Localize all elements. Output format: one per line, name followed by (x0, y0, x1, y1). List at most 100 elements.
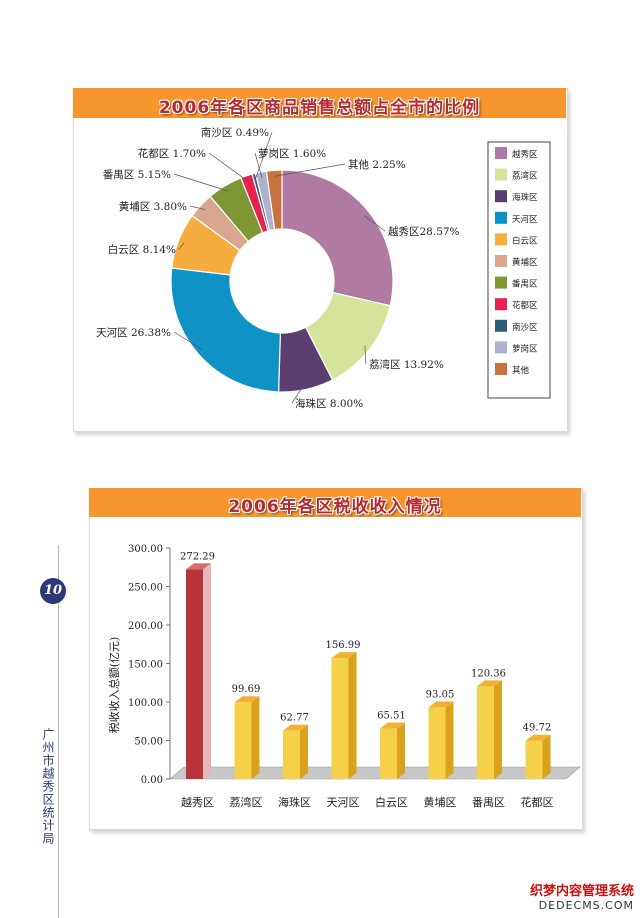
watermark-line-1: 织梦内容管理系统 (529, 884, 634, 899)
pie-legend-label-item-0: 越秀区 (512, 149, 538, 160)
bar-value-label-item-7: 49.72 (523, 723, 552, 734)
bar-item-4 (380, 728, 397, 779)
pie-leader-line (254, 131, 273, 180)
side-rule (58, 545, 59, 918)
pie-legend-label-item-1: 荔湾区 (512, 171, 538, 182)
bar-value-label-item-1: 99.69 (232, 684, 261, 695)
pie-legend-label-item-3: 天河区 (512, 214, 538, 225)
pie-label-item-9: 萝岗区 1.60% (258, 148, 326, 160)
bar-y-tick-label: 150.00 (128, 660, 163, 671)
bar-side-item-5 (445, 701, 454, 779)
pie-slice-item-0 (281, 169, 394, 307)
bar-item-5 (428, 707, 446, 779)
watermark-line-2: DEDECMS.COM (538, 899, 634, 912)
pie-legend-label-item-10: 其他 (512, 365, 530, 376)
pie-legend-swatch-item-6 (495, 276, 507, 289)
pie-label-item-7: 花都区 1.70% (138, 147, 206, 160)
bar-value-label-item-2: 62.77 (280, 713, 309, 724)
pie-legend-swatch-item-7 (495, 298, 507, 311)
pie-legend-label-item-4: 白云区 (512, 235, 538, 246)
bar-labels: 272.29 越秀区 99.69 荔湾区 62.77 海珠区 156.99 天河区 65.51 白… (180, 551, 554, 809)
bar-category-label-item-0: 越秀区 (181, 795, 214, 809)
pie-label-item-8: 南沙区 0.49% (201, 126, 269, 139)
pie-legend-label-item-6: 番禺区 (512, 279, 538, 290)
bar-category-label-item-2: 海珠区 (278, 795, 311, 809)
pie-leader-line (173, 173, 229, 192)
pie-label-item-6: 番禺区 5.15% (103, 169, 171, 181)
pie-leader-line (291, 383, 306, 404)
pie-labels: 越秀区28.57% 荔湾区 13.92% 海珠区 8.00% 天河区 26.38% 白云… (96, 126, 459, 410)
bar-value-label-item-4: 65.51 (377, 711, 406, 722)
bar-side-item-6 (494, 680, 502, 779)
bar-side-item-0 (203, 563, 211, 779)
bar-category-label-item-1: 荔湾区 (230, 795, 263, 809)
pie-label-item-1: 荔湾区 13.92% (369, 358, 444, 371)
pie-slice-item-3 (170, 267, 282, 393)
pie-legend-swatch-item-10 (495, 363, 507, 375)
pie-legend-swatch-item-5 (495, 255, 507, 267)
pie-label-item-10: 其他 2.25% (348, 158, 406, 171)
pie-leader-line (363, 215, 386, 232)
bar-cap-item-4 (380, 722, 405, 729)
bar-chart: 0.0050.00100.00150.00200.00250.00300.00 … (107, 544, 581, 809)
pie-legend-label-item-7: 花都区 (512, 300, 538, 311)
pie-legend-swatch-item-4 (495, 233, 507, 246)
pie-legend-box (487, 141, 551, 399)
bar-y-tick-label: 50.00 (134, 737, 163, 748)
pie-legend-swatch-item-2 (495, 190, 507, 203)
bar-side-item-7 (542, 734, 551, 779)
bar-value-label-item-3: 156.99 (326, 640, 361, 651)
bar-cap-item-2 (283, 724, 308, 731)
bar-category-label-item-7: 花都区 (521, 796, 554, 809)
bar-y-axis-label: 税收收入总额(亿元) (107, 637, 121, 734)
pie-label-item-3: 天河区 26.38% (96, 327, 171, 339)
bar-chart-title: 2006年各区税收收入情况 (228, 497, 442, 517)
pie-leader-line (189, 205, 206, 210)
pie-chart-banner: 2006年各区商品销售总额占全市的比例 (73, 88, 566, 118)
bar-y-tick-label: 300.00 (128, 544, 163, 555)
bar-value-label-item-5: 93.05 (426, 689, 455, 700)
bar-item-2 (283, 730, 300, 779)
bar-cap-item-6 (477, 680, 502, 687)
bar-category-label-item-4: 白云区 (375, 795, 408, 809)
pie-legend-label-item-8: 南沙区 (512, 322, 538, 333)
page-number: 10 (40, 578, 66, 604)
pie-leader-line (173, 331, 203, 350)
pie-label-item-2: 海珠区 8.00% (295, 397, 363, 410)
bar-cap-item-5 (428, 701, 454, 708)
pie-legend-label-item-5: 黄埔区 (512, 257, 538, 268)
publisher-text: 广州市越秀区统计局 (41, 728, 55, 845)
pie-leader-line (178, 242, 185, 250)
bar-y-tick-label: 250.00 (128, 583, 163, 594)
pie-legend-swatch-item-3 (495, 211, 507, 224)
bar-item-0 (186, 569, 203, 779)
bar-item-1 (234, 702, 252, 779)
pie-label-item-0: 越秀区28.57% (388, 225, 460, 238)
pie-chart-title: 2006年各区商品销售总额占全市的比例 (158, 98, 481, 118)
pie-leader-line (254, 152, 263, 179)
bar-cap-item-7 (525, 734, 551, 741)
bar-y-tick-label: 100.00 (128, 698, 163, 709)
bar-cap-item-1 (234, 696, 260, 703)
bar-category-label-item-3: 天河区 (327, 796, 360, 809)
bar-value-label-item-0: 272.29 (180, 551, 215, 562)
bar-floor (169, 766, 581, 780)
bar-category-label-item-5: 黄埔区 (424, 795, 457, 809)
pie-slice-item-10 (265, 169, 283, 231)
pie-legend-label-item-2: 海珠区 (512, 192, 538, 203)
bar-category-label-item-6: 番禺区 (472, 796, 505, 809)
bar-cap-item-0 (186, 563, 211, 570)
pie-legend-swatch-item-1 (495, 168, 507, 181)
bar-side-item-4 (397, 722, 405, 779)
bar-item-7 (525, 740, 543, 779)
watermark: 织梦内容管理系统 DEDECMS.COM (530, 880, 634, 912)
bar-item-6 (477, 686, 494, 779)
pie-leader-line (364, 345, 367, 365)
pie-label-item-5: 黄埔区 3.80% (119, 200, 187, 213)
bar-y-tick-label: 0.00 (141, 775, 163, 786)
pie-legend-swatch-item-9 (495, 341, 507, 354)
bar-bars (186, 563, 551, 779)
bar-cap-item-3 (331, 652, 357, 659)
pie-chart: 越秀区28.57% 荔湾区 13.92% 海珠区 8.00% 天河区 26.38% 白云… (96, 126, 551, 410)
